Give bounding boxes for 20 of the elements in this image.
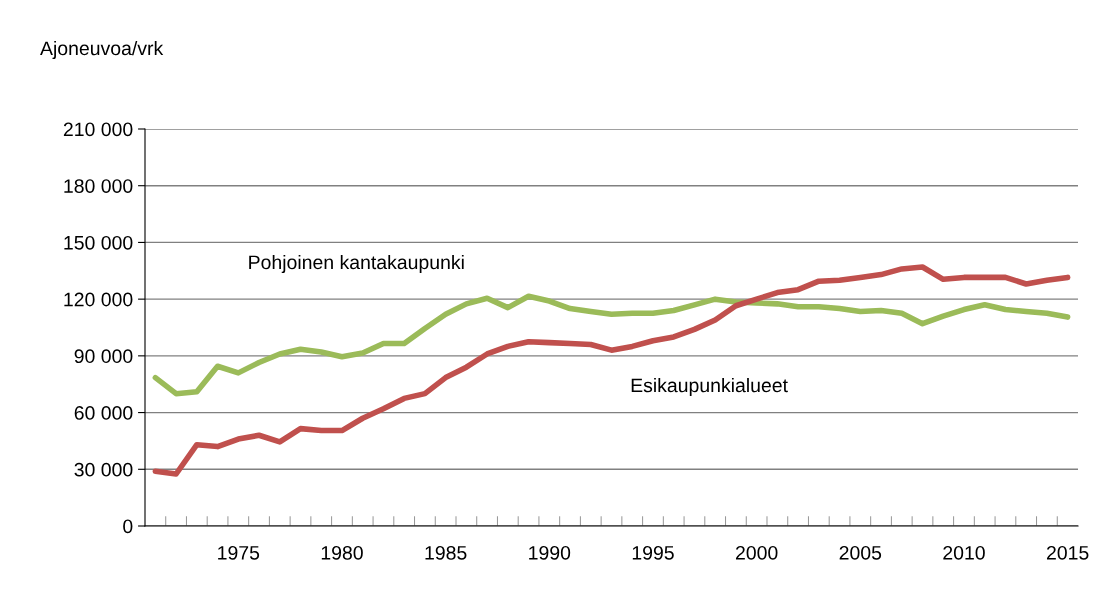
y-tick-label: 120 000: [64, 292, 133, 307]
y-axis-title: Ajoneuvoa/vrk: [40, 40, 164, 60]
series-label: Esikaupunkialueet: [631, 377, 788, 397]
x-tick-label: 1990: [529, 545, 571, 560]
y-tick-label: 30 000: [74, 462, 133, 477]
y-tick-label: 60 000: [74, 406, 133, 420]
series-label: Pohjoinen kantakaupunki: [249, 254, 464, 274]
y-tick-label: 210 000: [63, 122, 133, 137]
x-tick-label: 1985: [425, 545, 467, 560]
y-tick-label: 150 000: [64, 235, 133, 250]
x-tick-label: 1975: [218, 545, 260, 560]
x-tick-label: 2000: [735, 545, 778, 560]
x-tick-label: 2010: [943, 545, 985, 560]
x-tick-label: 2005: [839, 545, 882, 560]
x-tick-label: 1995: [632, 545, 674, 560]
x-tick-label: 1980: [321, 545, 363, 560]
x-tick-label: 2015: [1046, 545, 1089, 560]
y-tick-label: 0: [123, 519, 133, 534]
y-tick-label: 90 000: [74, 349, 133, 364]
y-tick-label: 180 000: [64, 179, 133, 193]
